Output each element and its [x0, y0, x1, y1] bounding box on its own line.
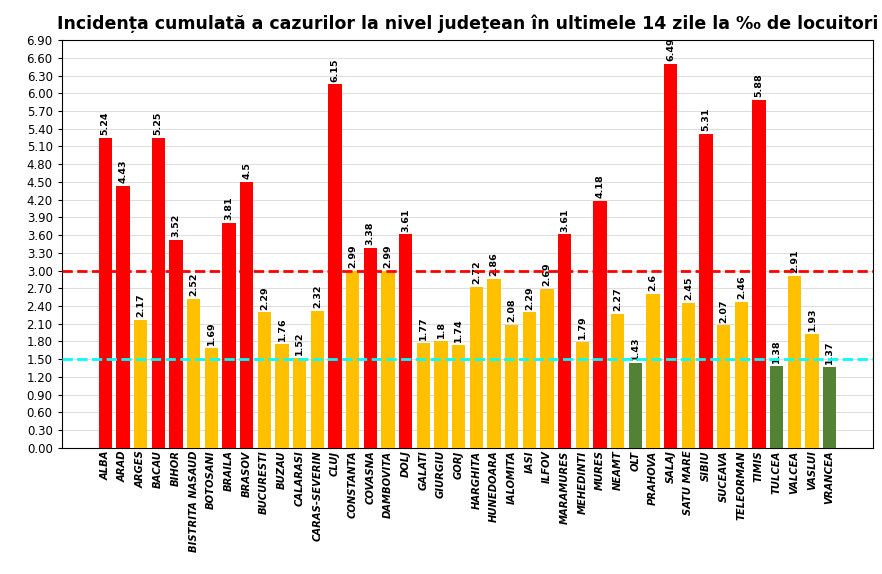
Bar	[699, 134, 713, 448]
Bar	[576, 342, 589, 448]
Bar	[558, 235, 572, 448]
Text: 1.38: 1.38	[772, 340, 781, 363]
Text: 1.74: 1.74	[454, 319, 463, 342]
Text: 5.24: 5.24	[101, 112, 109, 135]
Bar	[505, 325, 519, 448]
Text: 1.8: 1.8	[437, 321, 445, 339]
Text: 1.37: 1.37	[826, 340, 834, 364]
Bar	[788, 276, 801, 448]
Text: 2.29: 2.29	[260, 286, 269, 309]
Bar	[346, 271, 359, 448]
Bar	[770, 366, 783, 448]
Bar	[805, 333, 818, 448]
Bar	[416, 343, 430, 448]
Text: 2.99: 2.99	[348, 245, 357, 268]
Bar	[452, 345, 465, 448]
Bar	[629, 363, 642, 448]
Bar	[611, 313, 624, 448]
Title: Incidența cumulată a cazurilor la nivel județean în ultimele 14 zile la ‰ de loc: Incidența cumulată a cazurilor la nivel …	[56, 14, 878, 33]
Text: 3.81: 3.81	[224, 196, 234, 220]
Bar	[258, 312, 271, 448]
Text: 2.91: 2.91	[790, 249, 799, 273]
Text: 3.52: 3.52	[171, 214, 181, 237]
Bar	[116, 186, 130, 448]
Bar	[399, 235, 412, 448]
Text: 3.61: 3.61	[560, 208, 569, 231]
Bar	[275, 344, 288, 448]
Text: 2.07: 2.07	[719, 299, 729, 323]
Text: 2.99: 2.99	[384, 245, 392, 268]
Text: 1.52: 1.52	[295, 332, 304, 355]
Bar	[470, 287, 483, 448]
Text: 2.86: 2.86	[490, 252, 498, 276]
Text: 2.52: 2.52	[189, 273, 198, 296]
Bar	[169, 240, 183, 448]
Bar	[647, 294, 660, 448]
Text: 1.69: 1.69	[206, 321, 216, 345]
Bar	[134, 320, 147, 448]
Bar	[187, 299, 200, 448]
Text: 3.61: 3.61	[401, 208, 410, 231]
Text: 3.38: 3.38	[366, 222, 375, 245]
Text: 1.77: 1.77	[419, 317, 428, 340]
Bar	[293, 358, 306, 448]
Text: 2.29: 2.29	[525, 286, 534, 309]
Text: 6.15: 6.15	[331, 58, 340, 82]
Bar	[328, 84, 341, 448]
Text: 4.5: 4.5	[242, 162, 251, 179]
Bar	[735, 302, 748, 448]
Text: 1.43: 1.43	[631, 337, 639, 360]
Text: 5.88: 5.88	[754, 73, 764, 98]
Text: 1.76: 1.76	[278, 317, 287, 341]
Bar	[99, 138, 112, 448]
Bar	[381, 271, 394, 448]
Text: 4.43: 4.43	[118, 160, 127, 183]
Text: 2.17: 2.17	[136, 293, 145, 317]
Bar	[823, 367, 836, 448]
Text: 1.93: 1.93	[808, 307, 817, 331]
Text: 5.25: 5.25	[153, 111, 163, 135]
Text: 2.27: 2.27	[613, 287, 622, 311]
Text: 5.31: 5.31	[701, 108, 711, 131]
Text: 2.32: 2.32	[313, 284, 322, 308]
Bar	[523, 312, 536, 448]
Bar	[240, 182, 253, 448]
Text: 1.79: 1.79	[578, 316, 587, 339]
Bar	[752, 100, 766, 448]
Bar	[664, 64, 677, 448]
Text: 2.46: 2.46	[736, 276, 746, 300]
Bar	[363, 248, 377, 448]
Bar	[682, 303, 695, 448]
Text: 2.6: 2.6	[648, 274, 657, 291]
Text: 6.49: 6.49	[666, 38, 675, 61]
Bar	[310, 311, 324, 448]
Bar	[541, 289, 554, 448]
Text: 2.08: 2.08	[507, 298, 516, 322]
Text: 4.18: 4.18	[595, 174, 604, 198]
Text: 2.69: 2.69	[542, 262, 551, 286]
Text: 2.45: 2.45	[684, 277, 693, 300]
Bar	[222, 223, 235, 448]
Text: 2.72: 2.72	[472, 261, 481, 284]
Bar	[717, 325, 730, 448]
Bar	[434, 342, 447, 448]
Bar	[594, 201, 607, 448]
Bar	[205, 348, 218, 448]
Bar	[152, 138, 165, 448]
Bar	[488, 279, 501, 448]
